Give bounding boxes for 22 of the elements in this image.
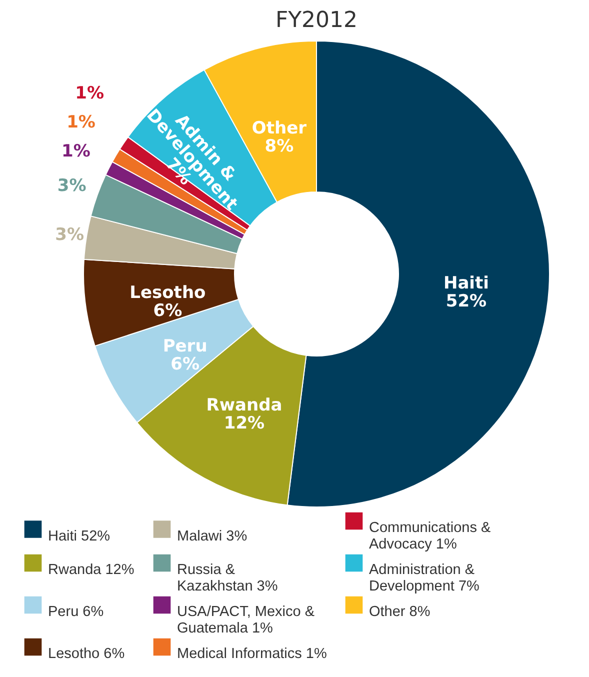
data-label: 1% [75, 83, 104, 104]
data-label: 1% [66, 112, 96, 132]
chart-title: FY2012 [275, 8, 358, 33]
legend-label: Peru 6% [48, 604, 104, 620]
legend-label: Malawi 3% [177, 528, 248, 544]
legend-label: Haiti 52% [48, 528, 110, 544]
data-label: Other 8% [252, 118, 308, 157]
data-label: 3% [57, 176, 86, 196]
legend-label: Medical Informatics 1% [177, 646, 327, 662]
legend-label: Lesotho 6% [48, 646, 125, 662]
data-label: 1% [61, 141, 90, 162]
data-label: Lesotho 6% [130, 282, 206, 321]
legend-label: Administration & Development 7% [369, 562, 480, 594]
legend-label: Communications & Advocacy 1% [369, 520, 492, 552]
legend-label: Rwanda 12% [48, 562, 134, 578]
legend-label: Other 8% [369, 604, 430, 620]
legend-label: USA/PACT, Mexico & Guatemala 1% [177, 604, 315, 636]
data-label: Rwanda 12% [206, 395, 282, 434]
data-label: Peru 6% [162, 336, 208, 374]
data-label: Haiti 52% [443, 273, 489, 312]
data-label: 3% [55, 224, 84, 245]
legend-label: Russia & Kazakhstan 3% [177, 562, 278, 594]
